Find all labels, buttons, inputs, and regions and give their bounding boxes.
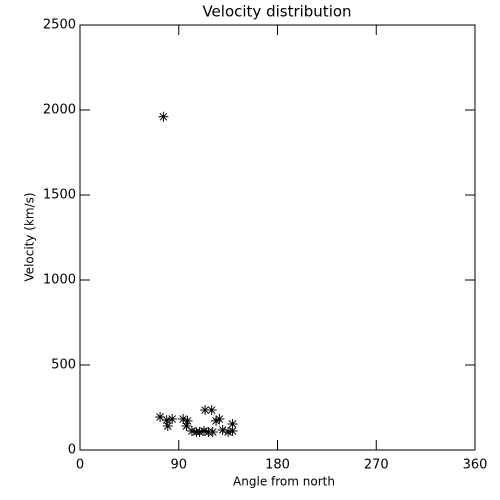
- data-point: [186, 425, 197, 436]
- data-point: [207, 426, 218, 437]
- data-point: [211, 415, 222, 426]
- data-point: [214, 414, 225, 425]
- y-tick-label: 0: [68, 443, 76, 458]
- data-point: [223, 426, 234, 437]
- data-point: [167, 414, 178, 425]
- y-tick-label: 2000: [43, 103, 76, 118]
- data-point: [206, 405, 217, 416]
- chart-title: Velocity distribution: [202, 3, 351, 21]
- x-tick-label: 360: [463, 458, 488, 473]
- plot-frame: [79, 24, 476, 451]
- x-axis-label: Angle from north: [233, 475, 335, 489]
- data-point: [217, 424, 228, 435]
- data-point: [178, 414, 189, 425]
- y-axis-label: Velocity (km/s): [23, 192, 37, 281]
- data-point: [161, 415, 172, 426]
- x-tick-label: 90: [170, 458, 187, 473]
- x-tick-label: 0: [76, 458, 84, 473]
- y-tick-label: 1000: [43, 273, 76, 288]
- data-point: [200, 405, 211, 416]
- data-point: [162, 421, 173, 432]
- data-point: [194, 426, 205, 437]
- data-point: [227, 425, 238, 436]
- x-tick-label: 180: [265, 458, 290, 473]
- y-tick-label: 1500: [43, 188, 76, 203]
- y-tick-label: 2500: [43, 18, 76, 33]
- data-point: [227, 418, 238, 429]
- data-point: [181, 421, 192, 432]
- x-tick-label: 270: [364, 458, 389, 473]
- data-point: [155, 412, 166, 423]
- y-tick-label: 500: [51, 358, 76, 373]
- data-point: [198, 425, 209, 436]
- data-point: [182, 415, 193, 426]
- data-point: [158, 111, 169, 122]
